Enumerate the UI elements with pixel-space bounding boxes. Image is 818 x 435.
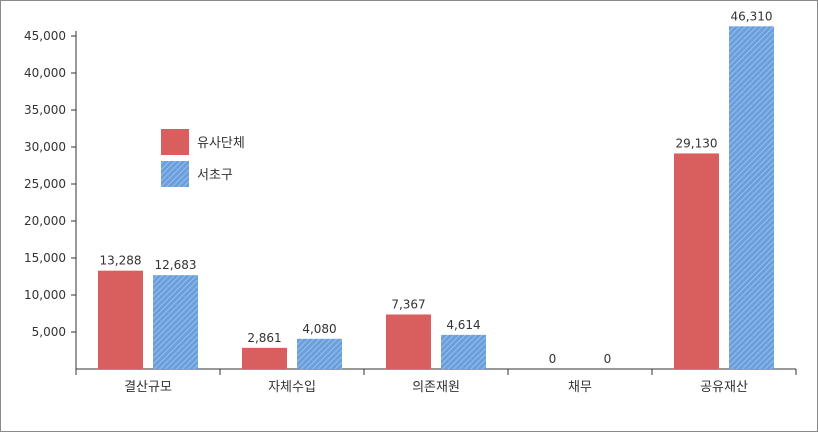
bar: [674, 153, 719, 369]
data-label: 4,614: [446, 318, 480, 332]
bar: [242, 347, 287, 369]
axes: 5,000 10,000 15,000 20,000 25,000 30,000 35,00…: [24, 29, 797, 395]
y-tick-label: 5,000: [32, 325, 66, 339]
y-tick-label: 20,000: [24, 214, 66, 228]
legend-swatch: [161, 129, 189, 155]
bar: [297, 338, 342, 369]
x-tick-label: 공유재산: [700, 380, 748, 395]
legend-label: 서초구: [197, 168, 233, 183]
bar: [98, 270, 143, 369]
x-tick-label: 의존재원: [412, 380, 460, 395]
value-labels-group: 13,288 12,683 2,861 4,080 7,367 4,614 0 0 29,130…: [100, 9, 773, 366]
x-tick-label: 결산규모: [124, 380, 172, 395]
legend-swatch: [161, 161, 189, 187]
y-tick-label: 30,000: [24, 140, 66, 154]
bar: [386, 314, 431, 369]
y-tick-label: 45,000: [24, 29, 66, 43]
y-tick-label: 10,000: [24, 288, 66, 302]
data-label: 4,080: [302, 322, 336, 336]
y-tick-label: 25,000: [24, 177, 66, 191]
bar: [153, 275, 198, 369]
bar: [729, 26, 774, 369]
x-tick-label: 자체수입: [268, 380, 316, 395]
bars-group: [98, 26, 774, 369]
data-label: 29,130: [676, 136, 718, 150]
data-label: 0: [549, 352, 557, 366]
bar: [441, 334, 486, 369]
y-tick-label: 40,000: [24, 66, 66, 80]
y-tick-label: 15,000: [24, 251, 66, 265]
y-tick-label: 35,000: [24, 103, 66, 117]
x-tick-label: 채무: [568, 380, 592, 395]
data-label: 12,683: [155, 258, 197, 272]
data-label: 0: [604, 352, 612, 366]
legend-label: 유사단체: [197, 136, 245, 151]
data-label: 7,367: [391, 297, 425, 311]
data-label: 13,288: [100, 254, 142, 268]
data-label: 2,861: [247, 331, 281, 345]
data-label: 46,310: [731, 9, 773, 23]
